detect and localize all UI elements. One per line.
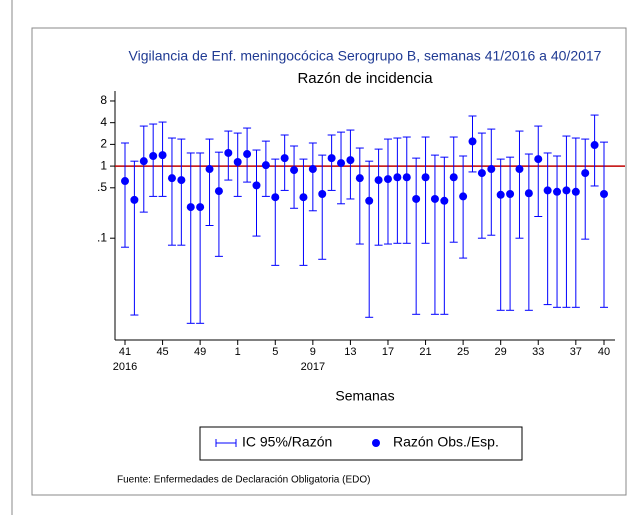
point [290, 166, 299, 175]
point [515, 165, 524, 174]
x-tick-label: 1 [235, 346, 241, 358]
legend-label: Razón Obs./Esp. [393, 434, 499, 450]
legend-label: IC 95%/Razón [242, 434, 332, 450]
x-axis-title: Semanas [335, 388, 394, 404]
point [158, 151, 167, 160]
point [374, 176, 383, 185]
point [318, 190, 327, 199]
point [177, 176, 186, 185]
point [459, 192, 468, 201]
point [393, 173, 402, 182]
point [252, 181, 261, 190]
y-tick-label: .5 [97, 180, 107, 194]
point [214, 187, 223, 196]
x-tick-label: 17 [382, 346, 394, 358]
point [421, 173, 430, 182]
point [402, 173, 411, 182]
point [196, 203, 205, 212]
footnote: Fuente: Enfermedades de Declaración Obli… [117, 475, 370, 486]
point [487, 165, 496, 174]
point [271, 193, 280, 202]
point [430, 194, 439, 203]
point [534, 155, 543, 164]
point [299, 193, 308, 202]
point [280, 154, 289, 163]
x-sublabel: 2016 [113, 361, 137, 373]
x-tick-label: 41 [119, 346, 131, 358]
point [243, 150, 252, 159]
point [346, 156, 355, 165]
point [365, 196, 374, 205]
x-sublabel: 2017 [301, 361, 325, 373]
point [477, 169, 486, 178]
x-tick-label: 5 [272, 346, 278, 358]
point [308, 165, 317, 174]
point [543, 186, 552, 195]
point [412, 194, 421, 203]
x-tick-label: 45 [156, 346, 168, 358]
x-tick-label: 29 [495, 346, 507, 358]
point [261, 161, 270, 170]
point [355, 174, 364, 183]
point [167, 174, 176, 183]
point [383, 175, 392, 184]
point [139, 157, 148, 166]
point [337, 159, 346, 168]
y-tick-label: 1 [100, 158, 107, 172]
point [186, 203, 195, 212]
x-tick-label: 37 [570, 346, 582, 358]
point [149, 152, 158, 161]
legend-marker [372, 439, 380, 447]
point [600, 190, 608, 199]
point [327, 154, 336, 163]
y-tick-label: 8 [100, 93, 107, 107]
point [468, 137, 477, 146]
chart-title: Vigilancia de Enf. meningocócica Serogru… [129, 48, 602, 64]
point [440, 196, 449, 205]
x-tick-label: 40 [598, 346, 610, 358]
y-tick-label: .1 [97, 230, 107, 244]
x-tick-label: 25 [457, 346, 469, 358]
frame [31, 27, 627, 496]
point [590, 141, 599, 150]
point [130, 195, 139, 204]
point [571, 187, 580, 196]
x-tick-label: 21 [419, 346, 431, 358]
x-tick-label: 13 [344, 346, 356, 358]
point [562, 186, 571, 195]
legend-box [199, 426, 523, 461]
point [524, 189, 533, 198]
x-tick-label: 9 [310, 346, 316, 358]
y-tick-label: 2 [100, 137, 107, 151]
chart-subtitle: Razón de incidencia [297, 70, 433, 87]
x-tick-label: 49 [194, 346, 206, 358]
point [506, 190, 515, 199]
point [205, 165, 214, 174]
point [224, 148, 233, 157]
y-tick-label: 4 [100, 115, 107, 129]
point [233, 157, 242, 166]
point [121, 177, 129, 186]
point [581, 169, 590, 178]
x-tick-label: 33 [532, 346, 544, 358]
point [449, 173, 458, 182]
point [496, 190, 505, 199]
point [553, 187, 562, 196]
